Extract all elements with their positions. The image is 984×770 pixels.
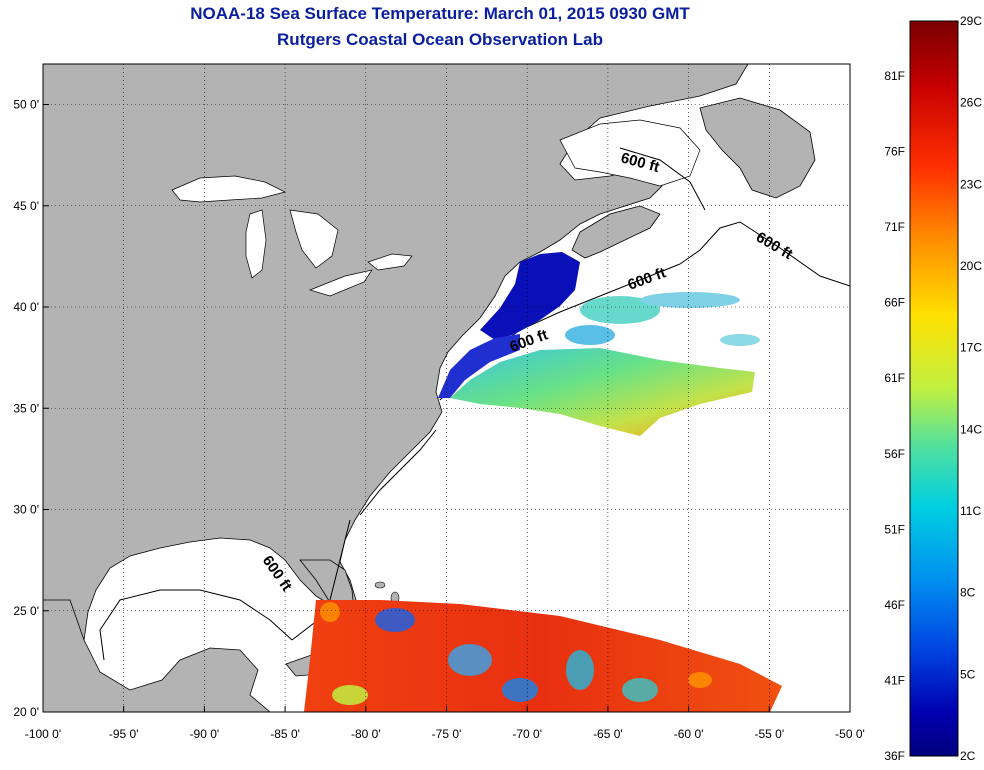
colorbar-fahrenheit-label: 41F [884,673,905,687]
lon-tick-label: -65 0' [593,727,623,741]
colorbar-fahrenheit-label: 51F [884,522,905,536]
colorbar-celsius-label: 17C [960,341,982,355]
colorbar-fahrenheit-label: 46F [884,598,905,612]
lon-tick-label: -70 0' [512,727,542,741]
lat-tick-label: 20 0' [13,705,39,719]
colorbar-celsius-label: 8C [960,586,976,600]
lake-michigan [245,209,267,279]
lon-tick-label: -85 0' [270,727,300,741]
lat-tick-label: 45 0' [13,199,39,213]
map-title: NOAA-18 Sea Surface Temperature: March 0… [190,4,690,23]
graticule [42,64,851,713]
lon-tick-label: -55 0' [754,727,784,741]
lat-tick-label: 35 0' [13,401,39,415]
colorbar-celsius-label: 2C [960,749,976,763]
lon-tick-label: -90 0' [190,727,220,741]
colorbar-fahrenheit-label: 71F [884,220,905,234]
sst-tropical-band [304,600,782,712]
land-newfoundland [699,97,816,199]
colorbar-celsius-label: 23C [960,177,982,191]
lon-tick-label: -100 0' [25,727,61,741]
land-nova-scotia [571,205,661,259]
latitude-tick-labels: 50 0' 45 0' 40 0' 35 0' 30 0' 25 0' 20 0' [13,98,39,720]
lon-tick-label: -50 0' [835,727,865,741]
colorbar-fahrenheit-label: 36F [884,749,905,763]
lon-tick-label: -60 0' [674,727,704,741]
lat-tick-label: 25 0' [13,604,39,618]
colorbar-celsius-label: 14C [960,422,982,436]
lat-tick-label: 40 0' [13,300,39,314]
lat-tick-label: 30 0' [13,503,39,517]
colorbar-celsius-label: 20C [960,259,982,273]
lake-erie [308,269,373,297]
colorbar-fahrenheit-label: 66F [884,296,905,310]
lon-tick-label: -80 0' [351,727,381,741]
sst-mid-atlantic-shelf [438,334,520,398]
colorbar-fahrenheit-label: 61F [884,371,905,385]
colorbar [909,20,959,757]
sst-gulf-of-maine [480,252,580,340]
lat-tick-label: 50 0' [13,98,39,112]
land-north-america [43,64,749,712]
lake-ontario [367,253,413,271]
colorbar-celsius-label: 29C [960,14,982,28]
colorbar-labels: 29C 26C 23C 20C 17C 14C 11C 8C 5C 2C 81F 76F 71F 66F 6… [884,14,982,763]
colorbar-celsius-label: 11C [960,504,981,518]
colorbar-fahrenheit-label: 76F [884,145,905,159]
map-subtitle: Rutgers Coastal Ocean Observation Lab [277,30,603,49]
longitude-tick-labels: -100 0' -95 0' -90 0' -85 0' -80 0' -75 0' -70… [25,727,865,741]
sst-scattered-patches [565,292,760,346]
colorbar-celsius-label: 5C [960,667,976,681]
lon-tick-label: -75 0' [432,727,462,741]
lake-huron [289,209,339,269]
sst-tropical-cool-patches [320,602,712,705]
lon-tick-label: -95 0' [109,727,139,741]
colorbar-fahrenheit-label: 81F [884,69,905,83]
colorbar-fahrenheit-label: 56F [884,447,905,461]
land-mexico [43,599,271,712]
sst-gulf-stream [450,348,755,436]
lake-superior [171,175,286,203]
gulf-of-st-lawrence [559,119,701,187]
colorbar-celsius-label: 26C [960,96,982,110]
